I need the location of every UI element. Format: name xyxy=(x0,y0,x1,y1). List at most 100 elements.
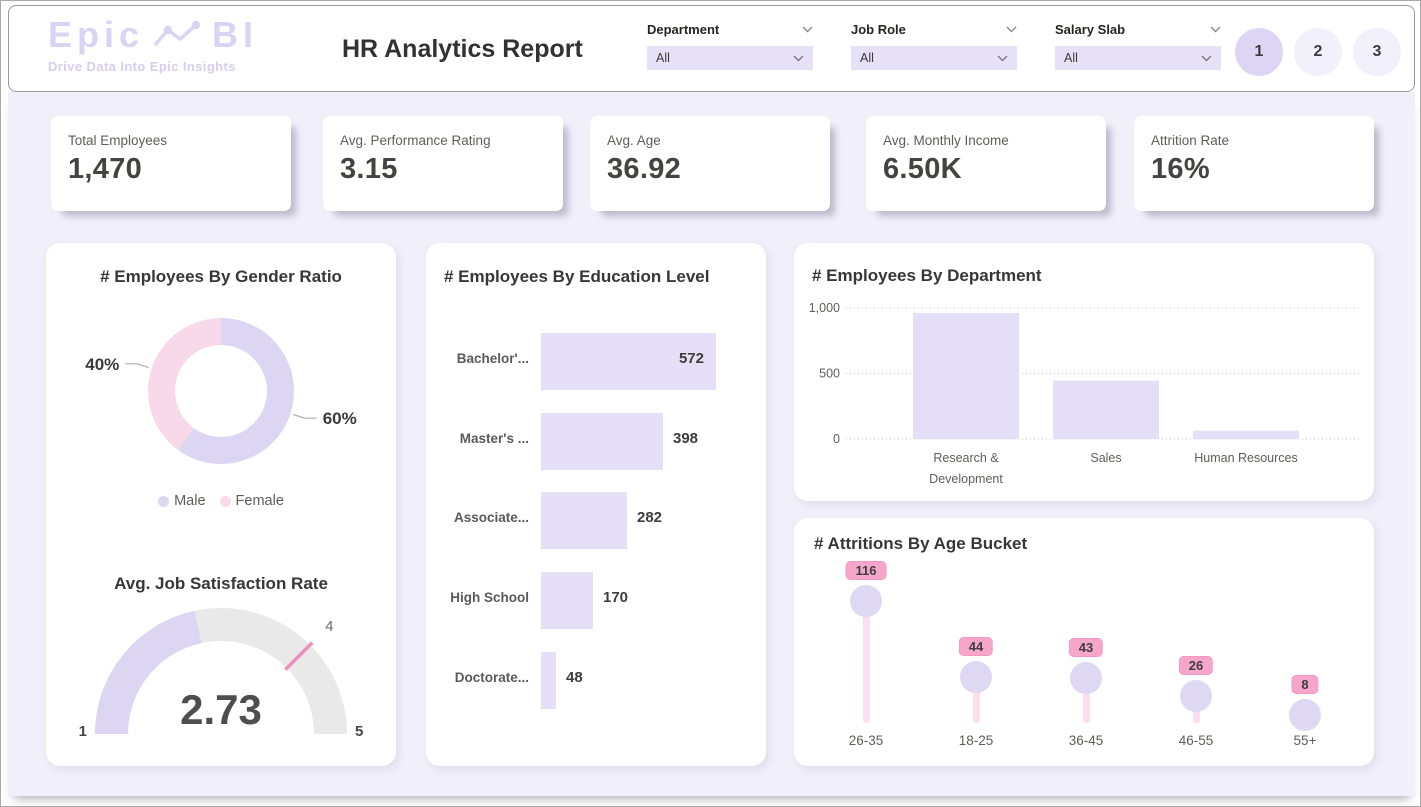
gauge-fill[interactable] xyxy=(95,610,202,734)
edu-bar-4[interactable] xyxy=(541,652,556,709)
category-label: Bachelor'... xyxy=(456,351,529,366)
lollipop-stem-2 xyxy=(1082,677,1090,723)
chevron-down-icon[interactable] xyxy=(802,26,813,33)
chevron-down-icon xyxy=(793,55,804,61)
kpi-card-avg-performance-rating: Avg. Performance Rating 3.15 xyxy=(323,116,563,211)
dept-bar-2[interactable] xyxy=(1193,430,1299,439)
dept-bar-0[interactable] xyxy=(913,313,1019,439)
data-label: 48 xyxy=(566,669,583,686)
filter-job-role-value: All xyxy=(860,51,874,65)
filter-job-role-label: Job Role xyxy=(851,21,906,37)
filter-salary-slab: Salary Slab All xyxy=(1055,20,1221,70)
page-navigation: 1 2 3 xyxy=(1235,28,1401,76)
kpi-value: 6.50K xyxy=(883,153,962,185)
lollipop-dot-1[interactable] xyxy=(960,660,992,693)
chart-title-education-level: # Employees By Education Level xyxy=(444,267,710,286)
legend-item-male[interactable]: Male xyxy=(158,493,206,509)
data-label: 60% xyxy=(323,409,357,428)
data-label: 40% xyxy=(85,355,119,374)
data-label: 282 xyxy=(637,509,663,526)
kpi-value: 16% xyxy=(1151,153,1210,185)
filter-department-value: All xyxy=(656,51,670,65)
data-label-badge: 116 xyxy=(845,561,887,581)
dept-bar-1[interactable] xyxy=(1053,380,1159,439)
chevron-down-icon[interactable] xyxy=(1210,26,1221,33)
kpi-label: Avg. Performance Rating xyxy=(340,133,491,148)
filter-department: Department All xyxy=(647,20,813,70)
legend-label-male: Male xyxy=(174,493,206,509)
category-label: Master's ... xyxy=(459,431,529,446)
x-axis-label: 55+ xyxy=(1293,733,1317,748)
header-bar: Epic BI Drive Data Into Epic Insights HR… xyxy=(8,5,1415,92)
panel-education-level: # Employees By Education Level Bachelor'… xyxy=(426,243,766,766)
department-bar-chart[interactable]: 0 500 1,000 xyxy=(794,243,1374,501)
edu-bar-0[interactable] xyxy=(541,333,716,390)
leader-line xyxy=(125,363,149,369)
attrition-lollipop-chart: 116 26-35 44 18-25 43 36-45 26 46-55 8 55+ xyxy=(794,518,1374,766)
edu-bar-3[interactable] xyxy=(541,572,593,629)
page-button-1[interactable]: 1 xyxy=(1235,28,1283,76)
report-title: HR Analytics Report xyxy=(342,35,583,63)
legend-item-female[interactable]: Female xyxy=(219,493,284,509)
x-axis-label: 46-55 xyxy=(1178,733,1214,748)
logo-text-bi: BI xyxy=(212,14,259,55)
panel-gender-and-satisfaction: # Employees By Gender Ratio 60% 40% Male … xyxy=(46,243,396,766)
chart-title-job-satisfaction: Avg. Job Satisfaction Rate xyxy=(114,574,328,593)
kpi-label: Avg. Age xyxy=(607,133,661,148)
report-canvas: Total Employees 1,470 Avg. Performance R… xyxy=(8,92,1415,796)
filter-salary-slab-select[interactable]: All xyxy=(1055,46,1221,70)
data-label-badge: 26 xyxy=(1178,655,1214,675)
kpi-card-avg-monthly-income: Avg. Monthly Income 6.50K xyxy=(866,116,1106,211)
panel-attrition-age: # Attritions By Age Bucket 116 26-35 44 18-… xyxy=(794,518,1374,766)
y-tick-label: 500 xyxy=(819,367,840,381)
data-label: 398 xyxy=(673,430,699,447)
kpi-value: 36.92 xyxy=(607,153,682,185)
donut-slice-male[interactable] xyxy=(178,318,294,464)
kpi-label: Total Employees xyxy=(68,133,168,148)
legend-label-female: Female xyxy=(235,493,284,509)
y-tick-label: 0 xyxy=(833,432,840,446)
filter-department-select[interactable]: All xyxy=(647,46,813,70)
gender-legend: Male Female xyxy=(46,493,396,509)
gauge-target-label: 4 xyxy=(325,618,333,635)
y-tick-label: 1,000 xyxy=(809,301,840,315)
legend-dot-male xyxy=(158,495,170,507)
kpi-card-attrition-rate: Attrition Rate 16% xyxy=(1134,116,1374,211)
x-axis-label: 26-35 xyxy=(848,733,884,748)
edu-bar-1[interactable] xyxy=(541,413,663,470)
education-bar-chart: Bachelor'... 572 Master's ... 398 Associate.… xyxy=(426,243,766,766)
kpi-card-total-employees: Total Employees 1,470 xyxy=(51,116,291,211)
gender-donut-chart[interactable]: 60% 40% xyxy=(46,295,396,490)
data-label-badge: 43 xyxy=(1068,637,1104,657)
kpi-label: Attrition Rate xyxy=(1151,133,1230,148)
page-button-3[interactable]: 3 xyxy=(1353,28,1401,76)
data-label-badge: 44 xyxy=(958,636,994,656)
gauge-max-label: 5 xyxy=(355,723,363,740)
x-axis-label: 36-45 xyxy=(1068,733,1104,748)
kpi-value: 1,470 xyxy=(68,153,143,185)
category-label: Doctorate... xyxy=(454,670,529,685)
x-axis-label: 18-25 xyxy=(958,733,994,748)
filter-job-role-select[interactable]: All xyxy=(851,46,1017,70)
chevron-down-icon xyxy=(997,55,1008,61)
page-button-2[interactable]: 2 xyxy=(1294,28,1342,76)
filter-salary-slab-label: Salary Slab xyxy=(1055,21,1126,37)
chevron-down-icon[interactable] xyxy=(1006,26,1017,33)
gauge-value: 2.73 xyxy=(180,686,262,733)
chart-title-attrition-age: # Attritions By Age Bucket xyxy=(814,534,1028,553)
kpi-card-avg-age: Avg. Age 36.92 xyxy=(590,116,830,211)
lollipop-dot-4[interactable] xyxy=(1289,698,1321,731)
kpi-value: 3.15 xyxy=(340,153,398,185)
chart-title-department: # Employees By Department xyxy=(812,266,1042,285)
job-satisfaction-gauge[interactable]: 1 5 4 2.73 xyxy=(46,603,396,766)
lollipop-dot-2[interactable] xyxy=(1070,661,1102,694)
lollipop-dot-0[interactable] xyxy=(850,585,882,618)
edu-bar-2[interactable] xyxy=(541,492,627,549)
panel-department: # Employees By Department 0 500 1,000 Rese… xyxy=(794,243,1374,501)
filter-department-label: Department xyxy=(647,21,720,37)
lollipop-dot-3[interactable] xyxy=(1180,679,1212,712)
lollipop-stem-1 xyxy=(972,676,980,723)
kpi-label: Avg. Monthly Income xyxy=(883,133,1009,148)
donut-slice-female[interactable] xyxy=(148,318,221,451)
